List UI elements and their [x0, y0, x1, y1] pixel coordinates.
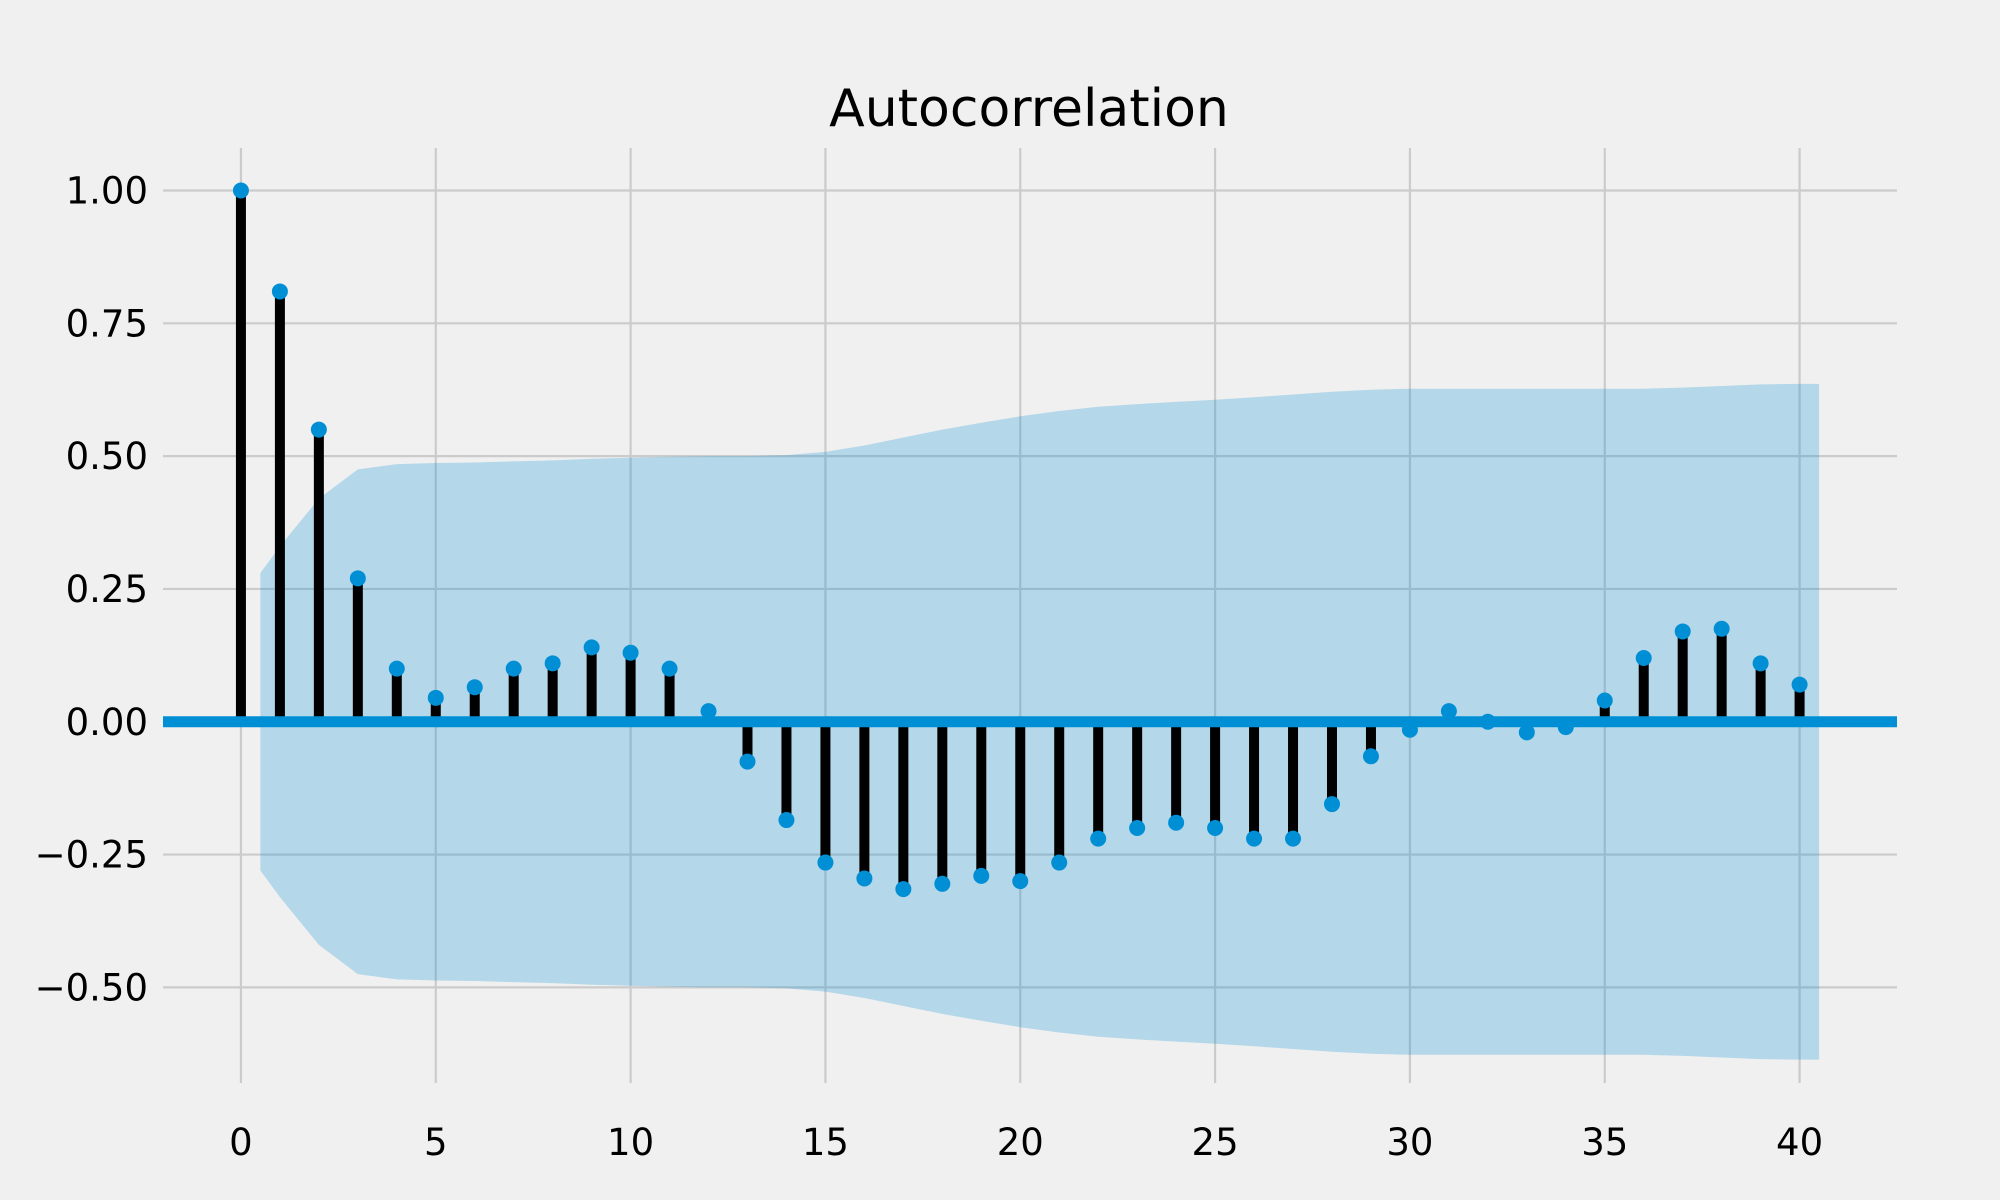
marker-lag-20 — [1012, 873, 1029, 890]
marker-lag-16 — [856, 870, 873, 887]
x-tick-label-1: 5 — [424, 1121, 448, 1164]
marker-lag-18 — [934, 875, 951, 892]
marker-lag-25 — [1207, 820, 1224, 836]
marker-lag-24 — [1168, 814, 1185, 831]
marker-lag-23 — [1129, 820, 1146, 836]
marker-lag-2 — [310, 421, 327, 438]
x-tick-label-4: 20 — [997, 1121, 1044, 1164]
marker-lag-34 — [1557, 719, 1574, 736]
y-tick-label-1: 0.75 — [66, 302, 148, 345]
marker-lag-37 — [1674, 623, 1691, 640]
x-tick-label-7: 35 — [1581, 1121, 1628, 1164]
marker-lag-4 — [388, 660, 405, 677]
marker-lag-22 — [1090, 830, 1107, 847]
x-tick-label-8: 40 — [1776, 1121, 1823, 1164]
marker-lag-30 — [1401, 721, 1418, 738]
y-tick-labels: 1.00 0.75 0.50 0.25 0.00 −0.25 −0.50 — [35, 170, 148, 1010]
marker-lag-14 — [778, 812, 795, 829]
x-tick-label-0: 0 — [229, 1121, 253, 1164]
x-tick-label-6: 30 — [1386, 1121, 1433, 1164]
marker-lag-21 — [1051, 854, 1068, 871]
marker-lag-6 — [466, 679, 483, 696]
marker-lag-12 — [700, 703, 717, 720]
marker-lag-15 — [817, 854, 834, 871]
stems-layer — [235, 190, 1805, 890]
marker-lag-1 — [271, 283, 288, 300]
marker-lag-27 — [1285, 830, 1302, 847]
marker-lag-36 — [1635, 650, 1652, 666]
marker-lag-10 — [622, 644, 639, 661]
marker-lag-8 — [544, 655, 561, 672]
marker-lag-11 — [661, 660, 678, 677]
x-tick-label-3: 15 — [802, 1121, 849, 1164]
x-tick-labels: 0 5 10 15 20 25 30 35 40 — [229, 1121, 1823, 1164]
y-tick-label-6: −0.50 — [35, 966, 148, 1009]
marker-lag-7 — [505, 660, 522, 677]
marker-lag-28 — [1323, 796, 1340, 813]
marker-lag-32 — [1479, 713, 1496, 730]
marker-lag-3 — [349, 570, 366, 587]
marker-lag-38 — [1713, 620, 1730, 637]
y-tick-label-4: 0.00 — [66, 701, 148, 744]
y-tick-label-0: 1.00 — [66, 170, 148, 213]
marker-lag-26 — [1246, 830, 1263, 847]
chart-title: Autocorrelation — [829, 79, 1229, 139]
y-tick-label-2: 0.50 — [66, 435, 148, 478]
marker-lag-31 — [1440, 703, 1457, 720]
y-tick-label-5: −0.25 — [35, 834, 148, 877]
marker-lag-35 — [1596, 692, 1613, 709]
marker-lag-33 — [1518, 724, 1535, 741]
marker-lag-19 — [973, 867, 990, 884]
marker-lag-9 — [583, 639, 600, 656]
marker-lag-0 — [232, 182, 249, 199]
marker-lag-13 — [739, 753, 756, 770]
marker-lag-40 — [1791, 676, 1808, 693]
marker-lag-39 — [1752, 655, 1769, 672]
y-tick-label-3: 0.25 — [66, 568, 148, 611]
marker-lag-5 — [427, 689, 444, 706]
marker-lag-17 — [895, 881, 912, 898]
marker-lag-29 — [1362, 748, 1379, 765]
markers-layer — [232, 182, 1808, 898]
x-tick-label-5: 25 — [1192, 1121, 1239, 1164]
x-tick-label-2: 10 — [607, 1121, 654, 1164]
